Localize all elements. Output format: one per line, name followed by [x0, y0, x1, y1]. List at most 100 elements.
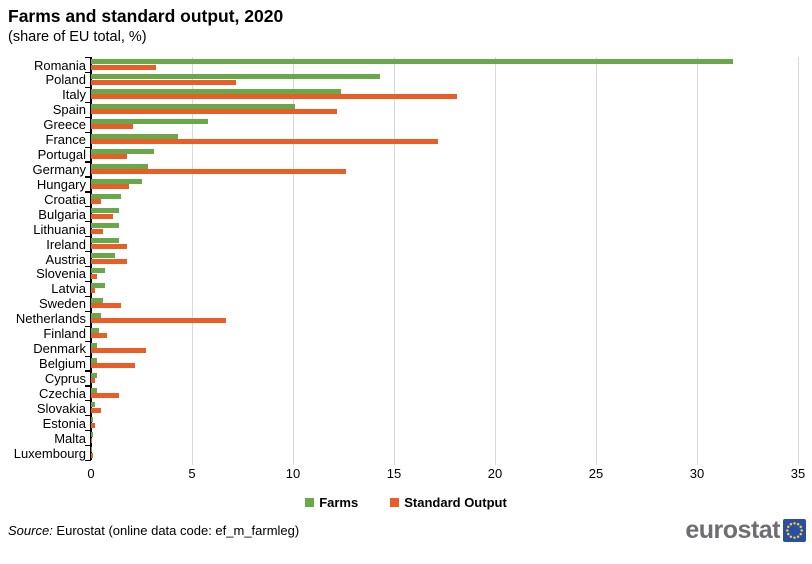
y-axis-tick [85, 191, 91, 193]
category-label-lithuania: Lithuania [33, 221, 86, 237]
eurostat-logo-text: eurostat [685, 516, 780, 544]
y-axis-tick [85, 415, 91, 417]
bar-farms-portugal [91, 148, 154, 154]
bar-standard-output-latvia [91, 288, 96, 294]
bar-farms-czechia [91, 387, 98, 393]
bar-standard-output-romania [91, 64, 156, 70]
category-label-bulgaria: Bulgaria [38, 206, 86, 222]
bar-farms-bulgaria [91, 208, 120, 214]
y-axis-tick [85, 161, 91, 163]
bar-standard-output-slovenia [91, 273, 98, 279]
y-axis-tick [85, 355, 91, 357]
chart-title: Farms and standard output, 2020 [8, 6, 284, 26]
y-axis-tick [85, 251, 91, 253]
y-axis-tick [85, 57, 91, 59]
category-label-latvia: Latvia [51, 281, 86, 297]
bar-standard-output-slovakia [91, 407, 102, 413]
y-axis-tick [85, 430, 91, 432]
bar-farms-finland [91, 327, 100, 333]
category-label-czechia: Czechia [39, 385, 86, 401]
bar-standard-output-cyprus [91, 378, 96, 384]
bar-standard-output-luxembourg [91, 452, 94, 458]
category-label-sweden: Sweden [39, 296, 86, 312]
y-axis-tick [85, 221, 91, 223]
bar-standard-output-czechia [91, 392, 120, 398]
legend-swatch-icon [305, 498, 315, 507]
x-tick-label-20: 20 [487, 466, 503, 481]
bar-farms-estonia [91, 417, 94, 423]
x-tick-label-35: 35 [790, 466, 806, 481]
x-tick-label-10: 10 [285, 466, 301, 481]
category-label-netherlands: Netherlands [15, 311, 86, 327]
x-tick-label-5: 5 [188, 466, 196, 481]
x-tick-label-15: 15 [386, 466, 402, 481]
bar-farms-greece [91, 118, 209, 124]
bar-farms-lithuania [91, 223, 120, 229]
bar-standard-output-sweden [91, 303, 122, 309]
category-label-romania: Romania [33, 57, 86, 73]
bar-farms-slovakia [91, 402, 96, 408]
source-text: Eurostat (online data code: ef_m_farmleg… [52, 523, 300, 538]
category-label-estonia: Estonia [42, 415, 86, 431]
gridline-x-30 [697, 57, 698, 465]
gridline-x-35 [798, 57, 799, 465]
bar-standard-output-hungary [91, 184, 130, 189]
category-label-ireland: Ireland [46, 236, 86, 252]
eu-flag-icon [783, 519, 806, 542]
y-axis-tick [85, 280, 91, 283]
bar-farms-luxembourg [91, 447, 92, 453]
bar-standard-output-belgium [91, 363, 136, 369]
category-label-finland: Finland [43, 326, 86, 342]
bar-standard-output-malta [91, 437, 92, 443]
bar-standard-output-croatia [91, 198, 102, 204]
gridline-x-15 [394, 57, 395, 465]
y-axis-tick [85, 325, 91, 327]
bar-farms-france [91, 133, 178, 139]
bar-farms-romania [91, 59, 734, 65]
category-label-cyprus: Cyprus [44, 370, 86, 386]
y-axis [90, 57, 92, 460]
y-axis-tick [85, 295, 91, 297]
bar-farms-cyprus [91, 372, 98, 378]
y-axis-tick [85, 131, 91, 133]
bar-standard-output-denmark [91, 348, 146, 354]
y-axis-tick [85, 206, 91, 208]
y-axis-tick [85, 71, 91, 74]
bar-farms-netherlands [91, 312, 102, 318]
bar-farms-germany [91, 163, 148, 169]
source-prefix: Source: [8, 523, 53, 538]
bar-farms-belgium [91, 357, 98, 363]
y-axis-tick [85, 370, 91, 372]
y-axis-tick [85, 445, 91, 447]
gridline-x-5 [192, 57, 193, 465]
bar-farms-ireland [91, 238, 120, 244]
bar-standard-output-bulgaria [91, 213, 114, 219]
y-axis-tick [85, 340, 91, 342]
bar-standard-output-france [91, 139, 439, 145]
x-tick-label-0: 0 [87, 466, 95, 481]
bar-standard-output-lithuania [91, 228, 104, 234]
bar-standard-output-austria [91, 258, 128, 264]
y-axis-tick [85, 385, 91, 387]
bar-farms-italy [91, 89, 342, 95]
legend-item-standard-output: Standard Output [390, 495, 507, 510]
bar-standard-output-ireland [91, 243, 128, 249]
y-axis-tick [85, 400, 91, 402]
bar-farms-croatia [91, 193, 122, 199]
category-label-austria: Austria [45, 251, 86, 267]
x-tick-label-25: 25 [588, 466, 604, 481]
y-axis-tick [85, 116, 91, 118]
bar-standard-output-italy [91, 94, 457, 100]
legend-label: Standard Output [404, 495, 507, 510]
bar-standard-output-finland [91, 333, 108, 339]
bar-standard-output-germany [91, 169, 346, 175]
bar-farms-denmark [91, 342, 98, 348]
source-note: Source: Eurostat (online data code: ef_m… [8, 523, 299, 538]
bar-farms-slovenia [91, 268, 106, 274]
gridline-x-10 [293, 57, 294, 465]
bar-standard-output-netherlands [91, 318, 227, 324]
category-label-germany: Germany [32, 161, 86, 177]
category-label-luxembourg: Luxembourg [13, 445, 86, 461]
y-axis-tick [85, 176, 91, 178]
